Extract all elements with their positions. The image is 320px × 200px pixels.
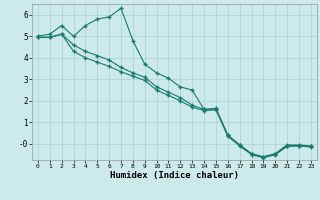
X-axis label: Humidex (Indice chaleur): Humidex (Indice chaleur) xyxy=(110,171,239,180)
